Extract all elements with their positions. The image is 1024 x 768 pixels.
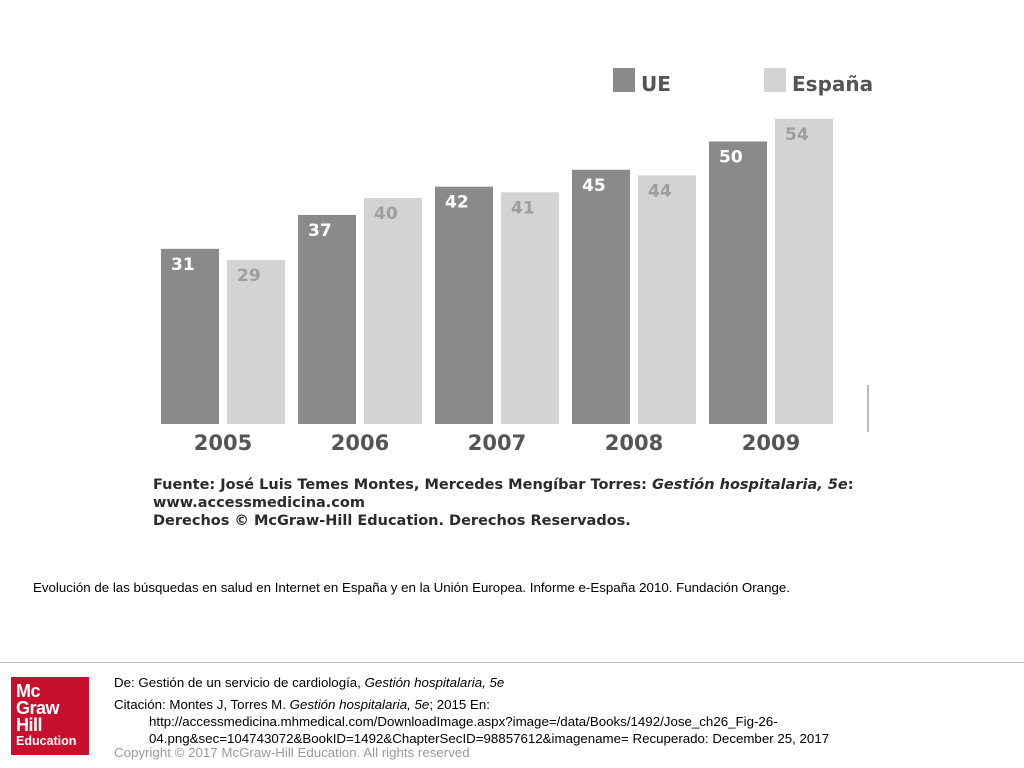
legend-swatch-ue (613, 68, 635, 92)
x-tick-label-2009: 2009 (742, 431, 800, 455)
data-label-ue-2005: 31 (171, 255, 195, 275)
bar-ue-2006 (298, 214, 356, 424)
data-label-ue-2007: 42 (445, 193, 469, 213)
from-book-title: Gestión hospitalaria, 5e (364, 675, 505, 690)
citation-book-title: Gestión hospitalaria, 5e (289, 697, 430, 712)
legend-label-ue: UE (641, 72, 671, 96)
citation-block: De: Gestión de un servicio de cardiologí… (114, 674, 1004, 747)
logo-line-graw: Graw (16, 698, 60, 718)
x-tick-label-2006: 2006 (331, 431, 389, 455)
citation-url-1[interactable]: http://accessmedicina.mhmedical.com/Down… (149, 714, 778, 729)
footer-divider (0, 662, 1024, 663)
bar-espana-2006 (364, 198, 422, 424)
x-axis-labels: 2005 2006 2007 2008 2009 (194, 431, 800, 455)
source-line-1: Fuente: José Luis Temes Montes, Mercedes… (153, 476, 854, 494)
bar-espana-2005 (227, 260, 285, 424)
legend-swatch-espana (764, 68, 786, 92)
data-label-espana-2006: 40 (374, 204, 398, 224)
data-label-espana-2009: 54 (785, 125, 809, 145)
citation-suffix: ; 2015 En: (429, 697, 490, 712)
data-label-espana-2007: 41 (511, 198, 535, 218)
copyright-notice: Copyright © 2017 McGraw-Hill Education. … (114, 745, 470, 760)
logo-line-education: Education (16, 734, 77, 748)
logo-line-mc: Mc (16, 681, 41, 701)
source-rights: Derechos © McGraw-Hill Education. Derech… (153, 513, 631, 529)
data-label-espana-2005: 29 (237, 266, 261, 286)
citation-prefix: Citación: Montes J, Torres M. (114, 697, 290, 712)
citation-line: Citación: Montes J, Torres M. Gestión ho… (114, 696, 1004, 713)
data-label-ue-2008: 45 (582, 176, 606, 196)
x-tick-label-2008: 2008 (605, 431, 663, 455)
bar-espana-2008 (638, 175, 696, 424)
bars-group: 31 29 37 40 42 41 45 44 50 54 (161, 118, 833, 425)
bar-ue-2007 (435, 186, 493, 424)
mcgraw-hill-logo: Mc Graw Hill Education (11, 677, 89, 755)
x-tick-label-2007: 2007 (468, 431, 526, 455)
source-credit: Fuente: José Luis Temes Montes, Mercedes… (153, 476, 854, 530)
bar-ue-2009 (709, 141, 767, 424)
bar-espana-2007 (501, 192, 559, 424)
from-line: De: Gestión de un servicio de cardiologí… (114, 674, 1004, 691)
source-book-title: Gestión hospitalaria, 5e (652, 477, 848, 493)
legend-label-espana: España (792, 72, 873, 96)
bar-ue-2008 (572, 169, 630, 424)
data-label-ue-2009: 50 (719, 148, 743, 168)
source-authors: Fuente: José Luis Temes Montes, Mercedes… (153, 477, 653, 493)
bar-espana-2009 (775, 118, 833, 425)
logo-line-hill: Hill (16, 715, 43, 735)
source-line-1-suffix: : (847, 477, 854, 493)
figure-caption: Evolución de las búsquedas en salud en I… (33, 580, 790, 595)
x-tick-label-2005: 2005 (194, 431, 252, 455)
data-label-ue-2006: 37 (308, 221, 332, 241)
source-website: www.accessmedicina.com (153, 495, 365, 511)
data-label-espana-2008: 44 (648, 181, 672, 201)
bar-ue-2005 (161, 248, 219, 424)
from-prefix: De: Gestión de un servicio de cardiologí… (114, 675, 365, 690)
citation-url-2: 04.png&sec=104743072&BookID=1492&Chapter… (149, 731, 830, 746)
chart-legend: UE España (613, 68, 873, 96)
